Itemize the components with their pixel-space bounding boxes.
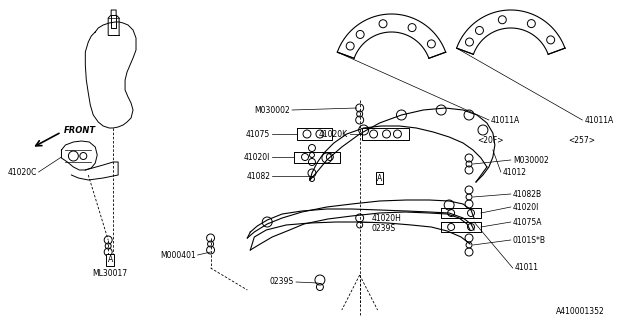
Text: M030002: M030002 xyxy=(513,156,548,164)
Text: 41020K: 41020K xyxy=(319,130,348,139)
Text: A410001352: A410001352 xyxy=(556,308,605,316)
Text: M030002: M030002 xyxy=(254,106,290,115)
Text: 41011A: 41011A xyxy=(491,116,520,124)
Text: A: A xyxy=(108,255,113,265)
Text: 41020I: 41020I xyxy=(513,203,539,212)
Text: 41082B: 41082B xyxy=(513,189,542,198)
Text: 41020H: 41020H xyxy=(372,213,401,222)
Text: 41075: 41075 xyxy=(246,130,270,139)
Text: <20F>: <20F> xyxy=(477,135,504,145)
Text: 0239S: 0239S xyxy=(372,223,396,233)
Text: 41012: 41012 xyxy=(503,167,527,177)
Text: 41011: 41011 xyxy=(515,263,539,273)
Text: 41075A: 41075A xyxy=(513,218,542,227)
Text: 0239S: 0239S xyxy=(270,277,294,286)
Text: A: A xyxy=(377,173,382,182)
Text: 41082: 41082 xyxy=(246,172,270,180)
Text: FRONT: FRONT xyxy=(63,125,95,134)
Text: <257>: <257> xyxy=(568,135,595,145)
Text: 0101S*B: 0101S*B xyxy=(513,236,546,244)
Text: M000401: M000401 xyxy=(160,251,196,260)
Text: 41020I: 41020I xyxy=(244,153,270,162)
Text: 41011A: 41011A xyxy=(584,116,614,124)
Text: ML30017: ML30017 xyxy=(93,268,128,277)
Text: 41020C: 41020C xyxy=(7,167,36,177)
